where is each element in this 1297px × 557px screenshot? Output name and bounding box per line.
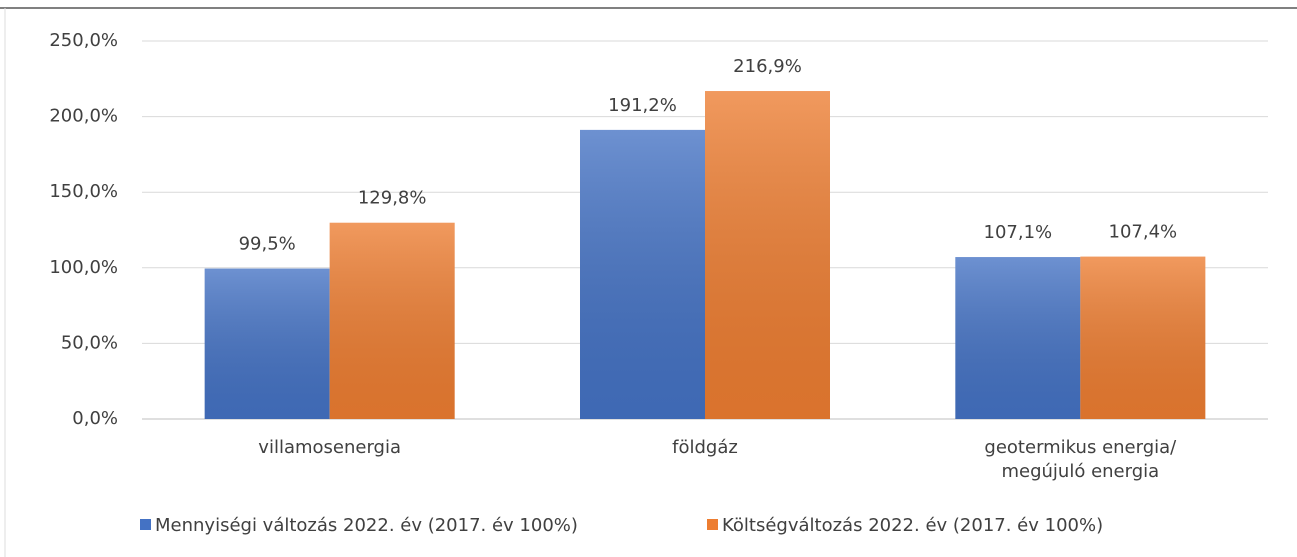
bar-sheen: [580, 129, 705, 420]
y-tick-label: 250,0%: [49, 30, 118, 51]
y-tick-label: 150,0%: [49, 181, 118, 202]
y-tick-label: 100,0%: [49, 257, 118, 278]
legend-swatch: [140, 519, 151, 530]
y-tick-label: 50,0%: [61, 332, 118, 353]
bar-sheen: [204, 268, 330, 419]
x-tick-label: geotermikus energia/ megújuló energia: [984, 437, 1177, 482]
y-tick-label: 0,0%: [72, 408, 118, 429]
y-tick-label: 200,0%: [49, 106, 118, 127]
data-label: 129,8%: [358, 188, 427, 209]
bar-sheen: [705, 91, 830, 419]
legend-swatch: [707, 519, 718, 530]
bar-sheen: [955, 257, 1081, 419]
data-label: 191,2%: [608, 95, 677, 116]
data-label: 107,1%: [984, 222, 1053, 243]
x-tick-label: földgáz: [672, 437, 738, 458]
data-label: 99,5%: [239, 234, 296, 255]
x-tick-label: villamosenergia: [258, 437, 402, 458]
bar-sheen: [1080, 256, 1206, 419]
data-label: 107,4%: [1109, 222, 1178, 243]
bar-sheen: [329, 222, 455, 419]
legend-label: Mennyiségi változás 2022. év (2017. év 1…: [155, 515, 578, 536]
data-label: 216,9%: [733, 56, 802, 77]
legend-label: Költségváltozás 2022. év (2017. év 100%): [722, 515, 1103, 536]
